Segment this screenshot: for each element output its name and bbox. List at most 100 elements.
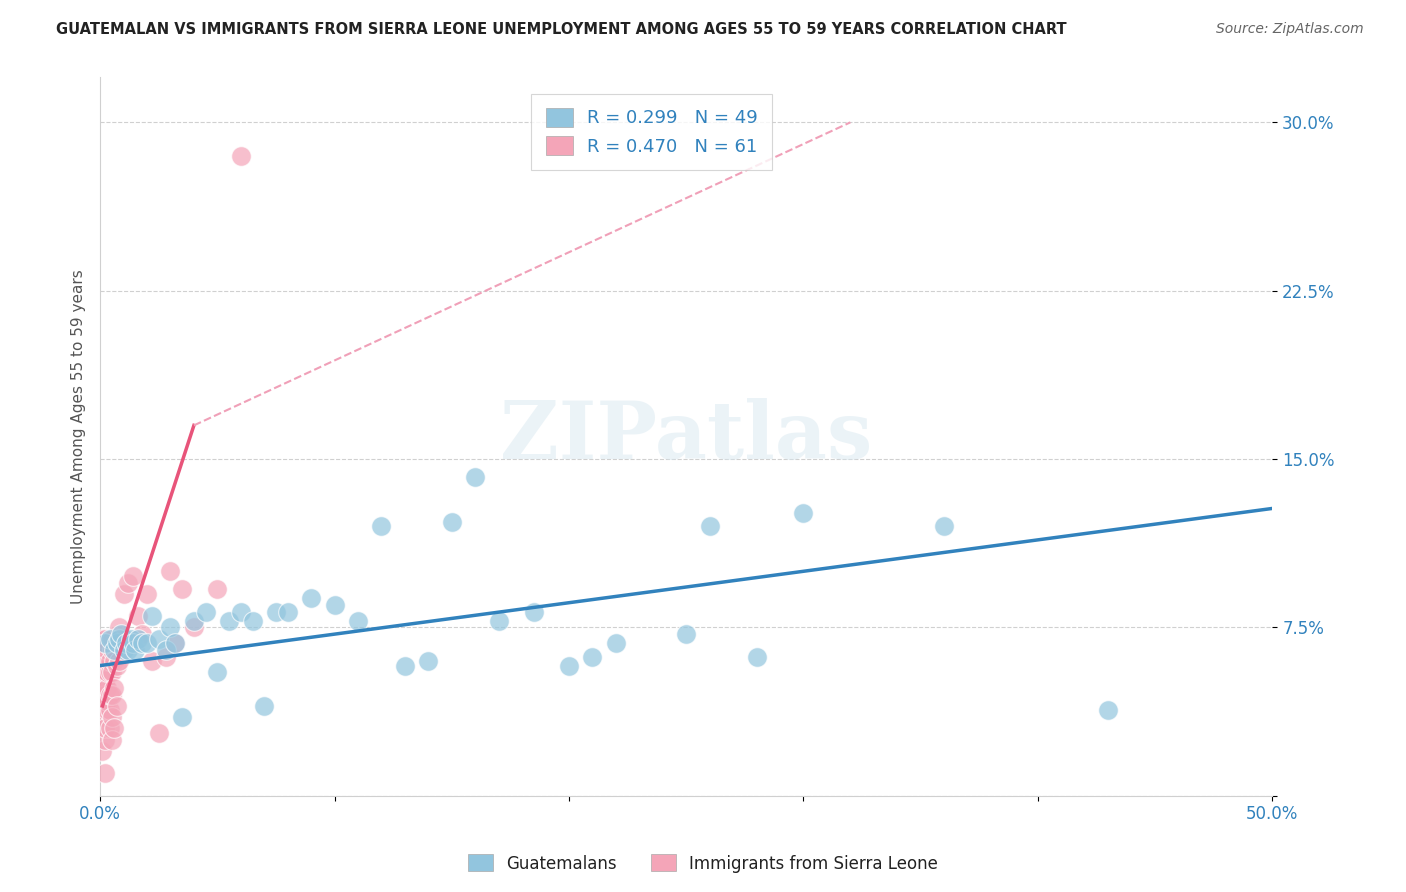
Point: [172, 582, 194, 597]
Point: [94, 676, 117, 690]
Point: [94, 688, 117, 702]
Point: [131, 627, 153, 641]
Point: [91, 698, 114, 713]
Point: [98, 688, 121, 702]
Point: [127, 632, 149, 646]
Point: [94, 665, 117, 680]
Point: [96, 643, 118, 657]
Point: [165, 636, 187, 650]
Point: [96, 694, 118, 708]
Point: [207, 665, 229, 680]
Y-axis label: Unemployment Among Ages 55 to 59 years: Unemployment Among Ages 55 to 59 years: [72, 269, 86, 604]
Text: ZIPatlas: ZIPatlas: [501, 398, 872, 475]
Point: [117, 643, 139, 657]
Point: [110, 627, 132, 641]
Point: [194, 605, 217, 619]
Point: [440, 515, 463, 529]
Point: [101, 688, 124, 702]
Point: [523, 605, 546, 619]
Legend: Guatemalans, Immigrants from Sierra Leone: Guatemalans, Immigrants from Sierra Leon…: [461, 847, 945, 880]
Point: [108, 632, 131, 646]
Point: [98, 632, 121, 646]
Point: [264, 605, 287, 619]
Point: [136, 587, 159, 601]
Point: [229, 605, 252, 619]
Point: [148, 632, 170, 646]
Point: [299, 591, 322, 606]
Point: [124, 643, 146, 657]
Point: [105, 658, 128, 673]
Point: [488, 614, 510, 628]
Point: [120, 632, 142, 646]
Point: [127, 609, 149, 624]
Point: [148, 726, 170, 740]
Point: [112, 587, 135, 601]
Point: [172, 710, 194, 724]
Point: [98, 654, 121, 668]
Point: [105, 636, 128, 650]
Point: [183, 620, 205, 634]
Point: [91, 658, 114, 673]
Point: [103, 643, 125, 657]
Point: [229, 149, 252, 163]
Point: [94, 632, 117, 646]
Point: [370, 519, 392, 533]
Point: [605, 636, 627, 650]
Point: [101, 710, 124, 724]
Point: [242, 614, 264, 628]
Point: [110, 636, 132, 650]
Point: [91, 676, 114, 690]
Point: [103, 722, 125, 736]
Point: [96, 654, 118, 668]
Point: [94, 654, 117, 668]
Point: [122, 568, 145, 582]
Point: [934, 519, 956, 533]
Point: [155, 649, 177, 664]
Point: [105, 636, 128, 650]
Point: [699, 519, 721, 533]
Point: [323, 598, 346, 612]
Point: [394, 658, 416, 673]
Point: [103, 654, 125, 668]
Point: [94, 732, 117, 747]
Point: [159, 620, 181, 634]
Point: [94, 643, 117, 657]
Point: [96, 681, 118, 695]
Legend: R = 0.299   N = 49, R = 0.470   N = 61: R = 0.299 N = 49, R = 0.470 N = 61: [531, 94, 772, 170]
Point: [101, 732, 124, 747]
Point: [101, 665, 124, 680]
Point: [122, 636, 145, 650]
Text: GUATEMALAN VS IMMIGRANTS FROM SIERRA LEONE UNEMPLOYMENT AMONG AGES 55 TO 59 YEAR: GUATEMALAN VS IMMIGRANTS FROM SIERRA LEO…: [56, 22, 1067, 37]
Point: [117, 575, 139, 590]
Point: [101, 632, 124, 646]
Point: [1097, 703, 1119, 717]
Point: [115, 636, 138, 650]
Point: [207, 582, 229, 597]
Point: [112, 643, 135, 657]
Point: [98, 722, 121, 736]
Point: [91, 632, 114, 646]
Point: [105, 698, 128, 713]
Point: [165, 636, 187, 650]
Point: [675, 627, 697, 641]
Point: [98, 703, 121, 717]
Point: [418, 654, 440, 668]
Point: [94, 722, 117, 736]
Point: [96, 703, 118, 717]
Point: [91, 744, 114, 758]
Point: [91, 710, 114, 724]
Point: [347, 614, 370, 628]
Point: [745, 649, 768, 664]
Point: [159, 564, 181, 578]
Point: [103, 681, 125, 695]
Point: [91, 688, 114, 702]
Point: [136, 636, 159, 650]
Point: [94, 766, 117, 780]
Point: [96, 665, 118, 680]
Point: [91, 649, 114, 664]
Point: [108, 654, 131, 668]
Point: [218, 614, 240, 628]
Point: [94, 636, 117, 650]
Point: [792, 506, 814, 520]
Point: [91, 665, 114, 680]
